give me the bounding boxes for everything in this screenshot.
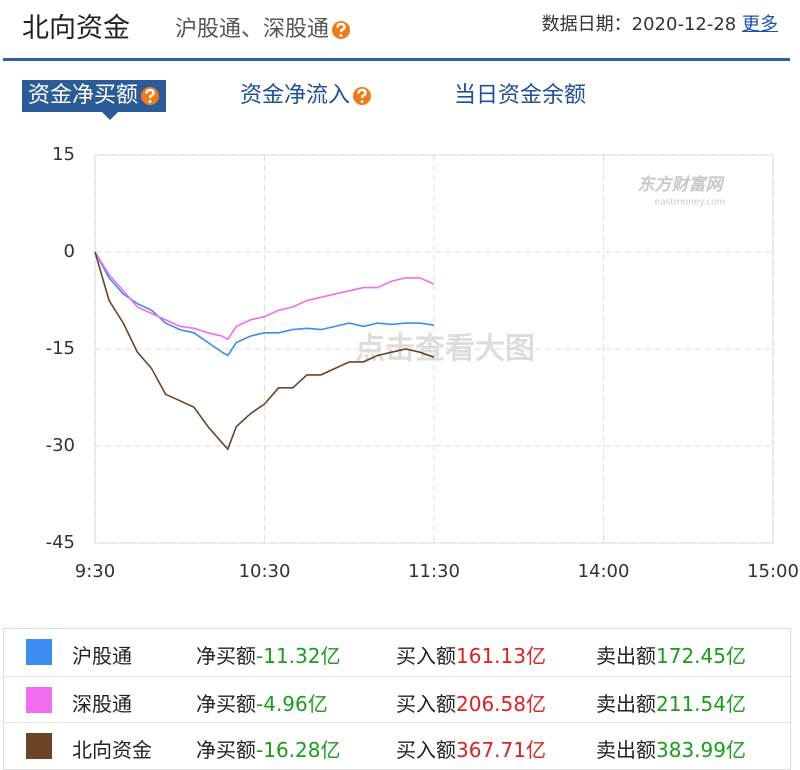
header-title: 北向资金 [22, 13, 130, 44]
date-label: 数据日期： [541, 14, 632, 35]
summary-label: 买入额 [396, 692, 456, 716]
summary-label: 净买额 [196, 738, 256, 762]
tab-label[interactable]: 资金净买额 [28, 83, 139, 108]
summary-label: 买入额 [396, 644, 456, 668]
summary-value: 383.99亿 [656, 738, 746, 762]
subtitle-text: 沪股通、深股通 [175, 17, 330, 42]
legend-label: 北向资金 [72, 738, 152, 762]
summary-label: 净买额 [196, 692, 256, 716]
summary-cell: 买入额367.71亿 [396, 734, 546, 763]
y-tick-label: 0 [64, 241, 75, 262]
series-line [94, 251, 435, 451]
summary-cell: 净买额-16.28亿 [196, 734, 340, 763]
legend-label: 深股通 [72, 692, 132, 716]
header-subtitle: 沪股通、深股通 [175, 11, 351, 43]
x-tick-label: 10:30 [239, 561, 291, 582]
tab-active[interactable]: 资金净买额 [22, 80, 167, 112]
x-tick-label: 15:00 [747, 561, 799, 582]
tab[interactable]: 资金净流入 [234, 80, 378, 112]
summary-row: 北向资金 净买额-16.28亿 买入额367.71亿 卖出额383.99亿 [4, 722, 790, 769]
more-link[interactable]: 更多 [742, 14, 778, 35]
summary-label: 卖出额 [596, 738, 656, 762]
summary-cell: 买入额206.58亿 [396, 688, 546, 717]
summary-label: 买入额 [396, 738, 456, 762]
help-icon[interactable] [331, 20, 351, 40]
summary-value: 211.54亿 [656, 692, 746, 716]
y-tick-label: -30 [46, 435, 75, 456]
summary-value: -16.28亿 [256, 738, 341, 762]
summary-value: -11.32亿 [256, 644, 341, 668]
summary-label: 卖出额 [596, 692, 656, 716]
overlay-text: 点击查看大图 [355, 332, 535, 367]
summary-cell: 净买额-4.96亿 [196, 688, 328, 717]
tab-label[interactable]: 资金净流入 [240, 83, 351, 108]
summary-cell: 卖出额211.54亿 [596, 688, 746, 717]
y-tick-label: -15 [46, 338, 75, 359]
tab-pointer [102, 112, 118, 120]
tab-label[interactable]: 当日资金余额 [454, 83, 587, 108]
series-line [94, 251, 435, 357]
summary-value: 172.45亿 [656, 644, 746, 668]
date-info: 数据日期：2020-12-28 更多 [542, 10, 778, 36]
summary-value: -4.96亿 [256, 692, 328, 716]
summary-label: 净买额 [196, 644, 256, 668]
watermark: eastmoney.com [655, 198, 726, 208]
summary-value: 206.58亿 [456, 692, 546, 716]
series-line [94, 251, 435, 341]
legend-label: 沪股通 [72, 644, 132, 668]
x-tick-label: 9:30 [75, 561, 115, 582]
summary-row: 沪股通 净买额-11.32亿 买入额161.13亿 卖出额172.45亿 [4, 629, 790, 675]
legend-swatch [26, 687, 52, 713]
x-tick-label: 11:30 [408, 561, 460, 582]
summary-label: 卖出额 [596, 644, 656, 668]
legend-swatch [26, 639, 52, 665]
header-rule [3, 58, 790, 61]
y-tick-label: 15 [52, 144, 75, 165]
summary-cell: 卖出额172.45亿 [596, 640, 746, 669]
date: 2020-12-28 [631, 14, 737, 35]
summary-value: 161.13亿 [456, 644, 546, 668]
tab[interactable]: 当日资金余额 [448, 80, 592, 112]
legend-swatch [26, 733, 52, 759]
summary-value: 367.71亿 [456, 738, 546, 762]
help-icon[interactable] [352, 86, 372, 106]
summary-cell: 卖出额383.99亿 [596, 734, 746, 763]
summary-cell: 买入额161.13亿 [396, 640, 546, 669]
y-tick-label: -45 [46, 532, 75, 553]
summary-table: 沪股通 净买额-11.32亿 买入额161.13亿 卖出额172.45亿 深股通 净买额-… [3, 628, 791, 770]
summary-row: 深股通 净买额-4.96亿 买入额206.58亿 卖出额211.54亿 [4, 676, 790, 723]
help-icon[interactable] [140, 86, 160, 106]
summary-cell: 净买额-11.32亿 [196, 640, 340, 669]
chart: 东方财富网 eastmoney.com 15 0 -15 -30 -459:30 10:3… [46, 144, 799, 582]
watermark: 东方财富网 [638, 175, 726, 195]
x-tick-label: 14:00 [578, 561, 630, 582]
